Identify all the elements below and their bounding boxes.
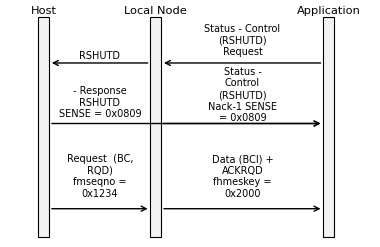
Bar [323, 17, 334, 237]
Text: Application: Application [297, 6, 361, 16]
Bar [150, 17, 161, 237]
Text: Request  (BC,
RQD)
fmseqno =
0x1234: Request (BC, RQD) fmseqno = 0x1234 [67, 154, 133, 199]
Bar [38, 17, 49, 237]
Text: RSHUTD: RSHUTD [79, 51, 120, 61]
Text: Local Node: Local Node [124, 6, 187, 16]
Text: Host: Host [31, 6, 57, 16]
Text: Status - Control
(RSHUTD)
Request: Status - Control (RSHUTD) Request [204, 24, 280, 57]
Text: Status -
Control
(RSHUTD)
Nack-1 SENSE
= 0x0809: Status - Control (RSHUTD) Nack-1 SENSE =… [208, 67, 277, 123]
Text: Data (BCI) +
ACKRQD
fhmeskey =
0x2000: Data (BCI) + ACKRQD fhmeskey = 0x2000 [212, 154, 273, 199]
Text: - Response
RSHUTD
SENSE = 0x0809: - Response RSHUTD SENSE = 0x0809 [59, 86, 141, 119]
